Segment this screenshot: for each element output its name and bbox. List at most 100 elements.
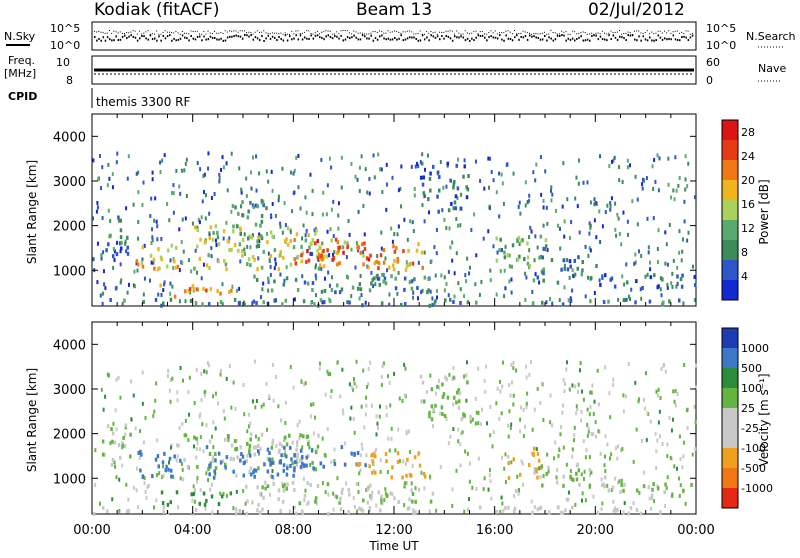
power-cell — [459, 300, 462, 305]
power-cell — [258, 171, 261, 176]
power-cell — [221, 282, 224, 287]
power-cell — [541, 255, 544, 260]
velocity-cell — [694, 420, 697, 425]
velocity-cell — [571, 383, 574, 388]
velocity-cell — [500, 455, 503, 460]
search-noise-point — [179, 33, 181, 35]
power-cell — [317, 252, 321, 257]
power-cell — [310, 300, 313, 305]
velocity-cell — [535, 468, 538, 473]
power-cell — [446, 163, 449, 168]
velocity-cell — [285, 442, 289, 447]
velocity-cell — [282, 488, 286, 493]
velocity-cell — [169, 399, 172, 404]
noise-point — [537, 37, 540, 40]
power-cell — [679, 277, 683, 282]
power-cell — [589, 299, 592, 304]
search-noise-point — [449, 30, 451, 32]
noise-point — [616, 38, 619, 41]
velocity-cell — [111, 497, 114, 502]
velocity-cell — [118, 508, 121, 513]
velocity-cell — [207, 477, 210, 482]
noise-point — [586, 38, 589, 41]
power-cell — [119, 249, 122, 254]
velocity-cell — [298, 501, 302, 506]
power-cell — [662, 300, 665, 305]
velocity-cell — [266, 427, 269, 432]
search-noise-point — [351, 33, 353, 35]
search-noise-point — [160, 33, 162, 35]
power-cell — [379, 167, 382, 172]
velocity-cell — [206, 360, 209, 365]
power-cell — [225, 220, 228, 225]
search-noise-point — [166, 31, 168, 33]
power-cell — [647, 250, 650, 255]
power-cell — [225, 161, 228, 166]
velocity-cell — [257, 502, 260, 507]
velocity-cell — [421, 380, 425, 385]
power-cell — [382, 272, 385, 277]
power-cell — [96, 280, 99, 285]
power-cell — [98, 154, 101, 159]
velocity-cell — [555, 475, 558, 480]
search-noise-point — [464, 30, 466, 32]
power-cell — [661, 277, 664, 282]
power-cell — [190, 269, 193, 274]
velocity-cell — [645, 371, 648, 376]
power-cell — [172, 265, 175, 270]
power-cell — [150, 240, 153, 245]
velocity-cell — [623, 482, 626, 487]
power-cell — [371, 277, 375, 282]
velocity-cell — [175, 458, 178, 463]
power-cell — [380, 246, 383, 251]
velocity-cell — [285, 454, 288, 459]
velocity-cell — [125, 482, 128, 487]
search-noise-point — [561, 30, 563, 32]
power-cell — [382, 279, 385, 284]
power-cell — [100, 253, 103, 258]
power-cell — [320, 241, 324, 246]
velocity-cell — [277, 404, 280, 409]
power-cell — [252, 204, 256, 209]
velocity-cell — [185, 433, 188, 438]
velocity-cell — [374, 470, 377, 475]
noise-point — [301, 38, 304, 41]
power-cell — [377, 266, 380, 271]
power-cell — [253, 257, 256, 262]
search-noise-point — [134, 30, 136, 32]
noise-point — [509, 38, 512, 41]
time-axis-label: Time UT — [368, 539, 419, 553]
velocity-cell — [510, 460, 513, 465]
velocity-cell — [622, 409, 625, 414]
velocity-cell — [293, 453, 296, 458]
power-cell — [225, 267, 228, 272]
velocity-cell — [439, 411, 442, 416]
power-cell — [518, 254, 521, 259]
power-cell — [255, 188, 258, 193]
velocity-cell — [580, 498, 583, 503]
velocity-cell — [288, 433, 291, 438]
velocity-cell — [404, 366, 407, 371]
velocity-cell — [614, 446, 617, 451]
power-cell — [467, 174, 470, 179]
velocity-cell — [271, 363, 274, 368]
noise-point — [584, 39, 587, 42]
power-cell — [503, 294, 506, 299]
power-cell — [184, 289, 187, 294]
search-noise-point — [104, 32, 106, 34]
velocity-cell — [453, 395, 456, 400]
power-cell — [456, 196, 459, 201]
noise-point — [614, 36, 617, 39]
power-cell — [127, 154, 130, 159]
power-cell — [542, 271, 545, 276]
power-cell — [304, 238, 308, 243]
power-cell — [635, 279, 638, 284]
power-cell — [528, 198, 531, 203]
velocity-cell — [330, 460, 333, 465]
power-cell — [588, 246, 591, 251]
power-cell — [636, 197, 639, 202]
velocity-cell — [312, 431, 315, 436]
velocity-cell — [441, 394, 445, 399]
velocity-cell — [347, 510, 350, 515]
